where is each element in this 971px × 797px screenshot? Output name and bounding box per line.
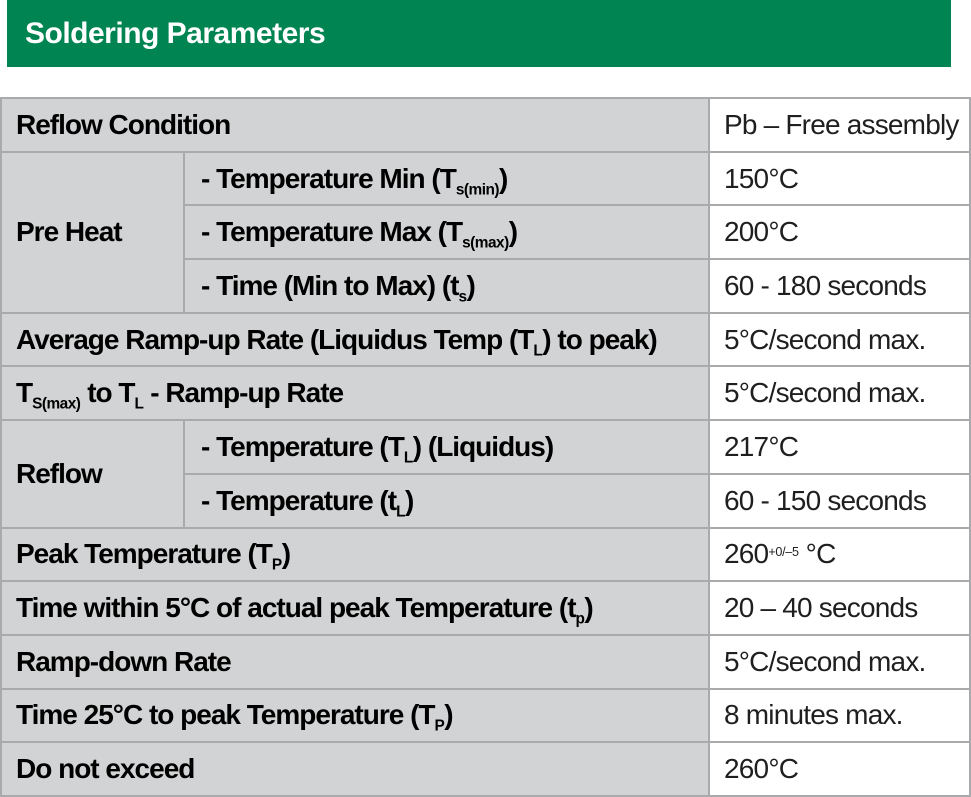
param-value: 260°C [708,741,971,797]
param-label: Do not exceed [0,741,710,797]
param-label: Peak Temperature (TP) [0,526,710,583]
param-label: - Temperature Min (Ts(min)) [183,150,710,207]
table-row: Reflow - Temperature (TL) (Liquidus) 217… [0,419,971,529]
table-row: Time 25°C to peak Temperature (TP) 8 min… [0,687,971,744]
param-value: 150°C [708,150,971,207]
param-label: - Temperature Max (Ts(max)) [183,204,710,261]
param-value: 20 – 40 seconds [708,580,971,636]
param-value: 8 minutes max. [708,687,971,744]
param-label: Time 25°C to peak Temperature (TP) [0,687,710,744]
param-label: Reflow Condition [0,97,710,153]
param-value: Pb – Free assembly [708,97,971,153]
section-header-bar: Soldering Parameters [7,0,951,67]
param-label: Time within 5°C of actual peak Temperatu… [0,580,710,636]
table-row: Time within 5°C of actual peak Temperatu… [0,580,971,636]
table-row: - Temperature Max (Ts(max)) 200°C [1,204,971,261]
table-row: - Temperature (tL) 60 - 150 seconds [1,472,971,529]
page-title: Soldering Parameters [25,16,326,50]
param-value: 260+0/–5 °C [708,526,971,583]
table-row: Pre Heat - Temperature Min (Ts(min)) 150… [0,150,971,314]
table-row: Do not exceed 260°C [0,741,971,797]
table-row: Average Ramp-up Rate (Liquidus Temp (TL)… [0,311,971,368]
soldering-parameters-table: Reflow Condition Pb – Free assembly Pre … [0,97,971,797]
param-group-label: Reflow [0,419,185,529]
param-group-label: Pre Heat [0,150,185,314]
table-row: - Time (Min to Max) (ts) 60 - 180 second… [1,258,971,314]
param-label: - Temperature (tL) [183,472,710,529]
param-label: TS(max) to TL - Ramp-up Rate [0,365,710,422]
param-value: 5°C/second max. [708,633,971,690]
table-row: TS(max) to TL - Ramp-up Rate 5°C/second … [0,365,971,422]
param-value: 5°C/second max. [708,365,971,422]
param-label: - Temperature (TL) (Liquidus) [183,419,710,475]
param-value: 217°C [708,419,971,475]
param-label: Average Ramp-up Rate (Liquidus Temp (TL)… [0,311,710,368]
table-row: Ramp-down Rate 5°C/second max. [0,633,971,690]
param-value: 200°C [708,204,971,261]
param-value: 60 - 180 seconds [708,258,971,314]
param-value: 5°C/second max. [708,311,971,368]
table-row: Peak Temperature (TP) 260+0/–5 °C [0,526,971,583]
param-label: Ramp-down Rate [0,633,710,690]
table-row: Reflow Condition Pb – Free assembly [0,97,971,153]
param-value: 60 - 150 seconds [708,472,971,529]
param-label: - Time (Min to Max) (ts) [183,258,710,314]
